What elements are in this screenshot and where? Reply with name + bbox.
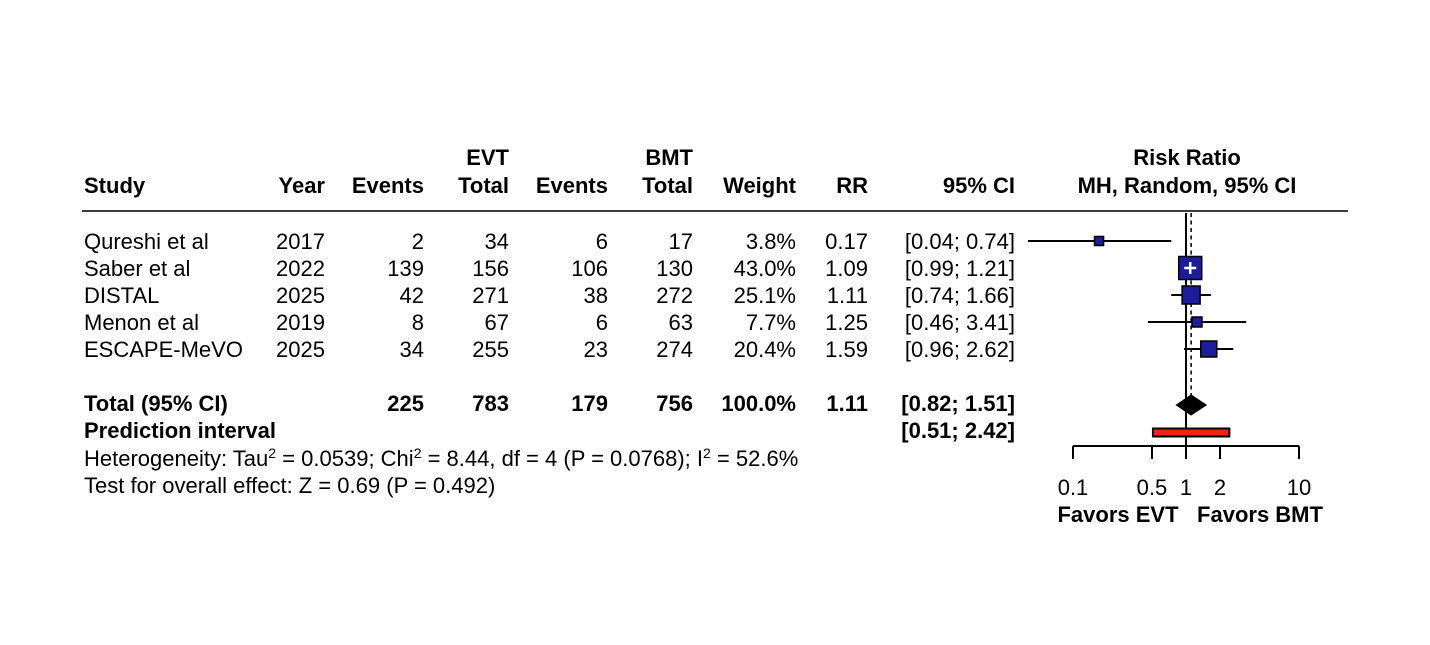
heterogeneity-part: Heterogeneity: Tau [84, 446, 269, 471]
heterogeneity-part: = 52.6% [710, 446, 799, 471]
weight: 25.1% [733, 283, 796, 308]
total-bmt-total: 756 [656, 391, 693, 416]
bmt-events: 6 [595, 229, 608, 254]
header-ci: 95% CI [942, 173, 1015, 198]
header-evt-events: Events [351, 173, 424, 198]
study-year: 2025 [276, 283, 325, 308]
heterogeneity-part: = 0.0539; Chi [276, 446, 414, 471]
evt-total: 255 [472, 337, 509, 362]
header-separator-line [82, 210, 1348, 212]
weight: 3.8% [745, 229, 796, 254]
evt-events: 34 [399, 337, 424, 362]
ci-value: [0.74; 1.66] [904, 283, 1015, 308]
rr-value: 1.25 [825, 310, 868, 335]
evt-total: 67 [484, 310, 509, 335]
total-weight: 100.0% [721, 391, 796, 416]
weight: 7.7% [745, 310, 796, 335]
header-study: Study [84, 173, 146, 198]
table-row: DISTAL 2025 42 271 38 272 25.1% 1.11 [0.… [0, 282, 1430, 309]
study-year: 2019 [276, 310, 325, 335]
ci-value: [0.04; 0.74] [904, 229, 1015, 254]
header-bmt-events: Events [535, 173, 608, 198]
bmt-events: 23 [583, 337, 608, 362]
rr-value: 1.59 [825, 337, 868, 362]
header-group-bmt: BMT [645, 145, 693, 170]
evt-total: 34 [484, 229, 509, 254]
favors-evt-label: Favors EVT [1057, 502, 1179, 527]
evt-events: 139 [387, 256, 424, 281]
study-year: 2022 [276, 256, 325, 281]
study-year: 2025 [276, 337, 325, 362]
prediction-row: Prediction interval [0.51; 2.42] [0, 417, 1430, 444]
bmt-total: 274 [656, 337, 693, 362]
study-name: DISTAL [84, 283, 160, 308]
header-rr: RR [836, 173, 868, 198]
header-bmt-total: Total [642, 173, 693, 198]
study-name: Menon et al [84, 310, 199, 335]
header-evt-total: Total [458, 173, 509, 198]
rr-value: 1.11 [826, 283, 868, 308]
overall-test-text: Test for overall effect: Z = 0.69 (P = 0… [84, 473, 496, 498]
evt-events: 2 [411, 229, 424, 254]
favors-bmt-label: Favors BMT [1197, 502, 1323, 527]
plot-title: Risk Ratio [1133, 145, 1241, 170]
rr-value: 1.09 [825, 256, 868, 281]
axis-tick-label-10: 10 [1287, 475, 1311, 500]
axis-tick-label-0.1: 0.1 [1058, 475, 1089, 500]
total-rr: 1.11 [826, 391, 868, 416]
bmt-total: 272 [656, 283, 693, 308]
prediction-label: Prediction interval [84, 418, 276, 443]
evt-total: 156 [472, 256, 509, 281]
table-row: ESCAPE-MeVO 2025 34 255 23 274 20.4% 1.5… [0, 336, 1430, 363]
table-row: Menon et al 2019 8 67 6 63 7.7% 1.25 [0.… [0, 309, 1430, 336]
header-row: Study Year Events Total Events Total Wei… [0, 172, 1430, 199]
weight: 20.4% [733, 337, 796, 362]
total-evt-events: 225 [387, 391, 424, 416]
header-group-evt: EVT [466, 145, 509, 170]
table-row: Qureshi et al 2017 2 34 6 17 3.8% 0.17 [… [0, 228, 1430, 255]
header-weight: Weight [723, 173, 796, 198]
total-row: Total (95% CI) 225 783 179 756 100.0% 1.… [0, 390, 1430, 417]
table-row: Saber et al 2022 139 156 106 130 43.0% 1… [0, 255, 1430, 282]
ci-value: [0.99; 1.21] [904, 256, 1015, 281]
total-evt-total: 783 [472, 391, 509, 416]
evt-events: 42 [399, 283, 424, 308]
heterogeneity-part: = 8.44, df = 4 (P = 0.0768); I [421, 446, 703, 471]
axis-tick-label-0.5: 0.5 [1137, 475, 1168, 500]
bmt-total: 130 [656, 256, 693, 281]
axis-tick-label-1: 1 [1180, 475, 1192, 500]
study-year: 2017 [276, 229, 325, 254]
superscript: 2 [703, 445, 711, 461]
study-name: ESCAPE-MeVO [84, 337, 243, 362]
superscript: 2 [413, 445, 422, 461]
bmt-events: 106 [571, 256, 608, 281]
axis-tick-label-2: 2 [1214, 475, 1226, 500]
evt-events: 8 [411, 310, 424, 335]
evt-total: 271 [472, 283, 509, 308]
total-ci: [0.82; 1.51] [901, 391, 1015, 416]
bmt-total: 17 [668, 229, 693, 254]
weight: 43.0% [733, 256, 796, 281]
plot-subtitle: MH, Random, 95% CI [1077, 173, 1297, 198]
header-year: Year [278, 173, 326, 198]
total-bmt-events: 179 [571, 391, 608, 416]
rr-value: 0.17 [825, 229, 868, 254]
bmt-events: 38 [583, 283, 608, 308]
superscript: 2 [268, 445, 277, 461]
prediction-ci: [0.51; 2.42] [901, 418, 1015, 443]
total-label: Total (95% CI) [84, 391, 228, 416]
bmt-total: 63 [668, 310, 693, 335]
study-name: Saber et al [84, 256, 191, 281]
header-group-row: EVT BMT Risk Ratio [0, 144, 1430, 171]
bmt-events: 6 [595, 310, 608, 335]
heterogeneity-text: Heterogeneity: Tau2 = 0.0539; Chi2 = 8.4… [84, 445, 798, 475]
study-name: Qureshi et al [84, 229, 209, 254]
ci-value: [0.46; 3.41] [904, 310, 1015, 335]
ci-value: [0.96; 2.62] [904, 337, 1015, 362]
